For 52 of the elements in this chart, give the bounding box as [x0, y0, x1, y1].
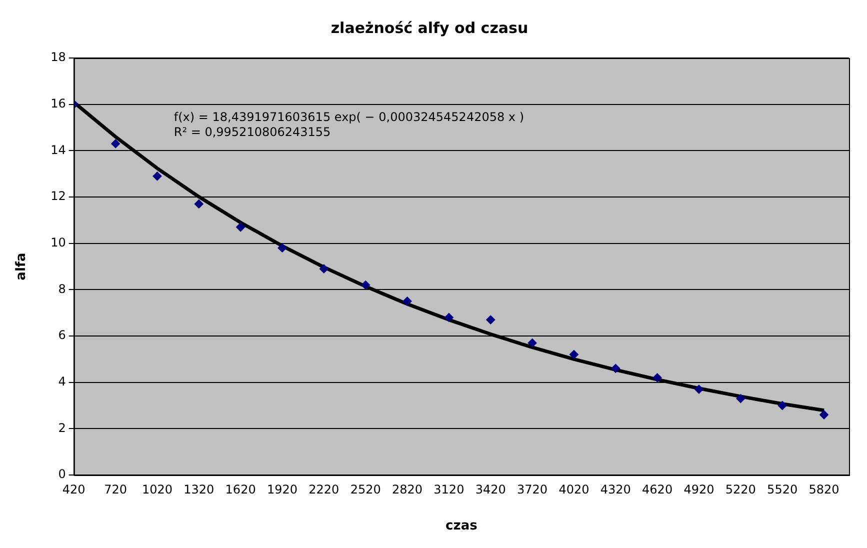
- x-tick-label: 720: [104, 482, 127, 496]
- point: [111, 139, 120, 148]
- x-tick-label: 420: [62, 482, 86, 496]
- annotation: f(x) = 18,4391971603615 exp( − 0,000324545242058 x ): [174, 110, 524, 124]
- y-tick-label: 2: [58, 420, 66, 435]
- point: [819, 410, 828, 420]
- x-tick-label: 2520: [350, 482, 381, 496]
- y-tick-label: 18: [50, 50, 66, 64]
- chart-title: zlaeżność alfy od czasu: [330, 18, 528, 37]
- y-tick-label: 4: [58, 374, 66, 388]
- point: [194, 199, 204, 208]
- y-tick-label: 6: [58, 328, 66, 342]
- point: [152, 172, 162, 181]
- point: [236, 222, 246, 232]
- y-tick-label: 8: [58, 282, 66, 296]
- point: [569, 350, 578, 360]
- x-tick-label: 2820: [392, 482, 423, 496]
- x-tick-label: 1020: [142, 482, 172, 496]
- x-axis-title: czas: [446, 518, 478, 534]
- point: [319, 264, 328, 274]
- x-tick-label: 1620: [225, 482, 256, 496]
- point: [444, 312, 454, 322]
- x-tick-label: 3420: [475, 482, 506, 496]
- point: [528, 338, 537, 348]
- x-tick-label: 4020: [558, 482, 590, 496]
- y-tick-label: 16: [50, 96, 66, 110]
- y-tick-label: 10: [50, 235, 66, 250]
- x-tick-label: 2220: [308, 482, 340, 496]
- point: [652, 373, 662, 382]
- x-tick-label: 3120: [434, 482, 464, 496]
- x-tick-label: 4920: [684, 482, 714, 496]
- x-tick-label: 5820: [808, 482, 840, 496]
- x-tick-label: 4620: [642, 482, 673, 496]
- point: [361, 280, 370, 290]
- x-tick-label: 5520: [767, 482, 798, 496]
- point: [778, 401, 787, 410]
- point: [694, 384, 704, 394]
- annotation: R² = 0,995210806243155: [174, 125, 331, 140]
- point: [402, 296, 412, 306]
- point: [736, 394, 746, 404]
- x-tick-label: 4320: [600, 482, 631, 496]
- x-tick-label: 5220: [725, 482, 756, 496]
- y-tick-label: 0: [58, 467, 66, 482]
- x-tick-label: 1320: [184, 482, 214, 496]
- point: [611, 364, 620, 373]
- y-axis-title: alfa: [14, 252, 30, 280]
- x-tick-label: 3720: [517, 482, 548, 496]
- y-tick-label: 12: [50, 189, 66, 204]
- point: [486, 315, 496, 324]
- x-tick-label: 1920: [266, 482, 298, 496]
- y-tick-label: 14: [50, 142, 66, 157]
- point: [278, 243, 287, 252]
